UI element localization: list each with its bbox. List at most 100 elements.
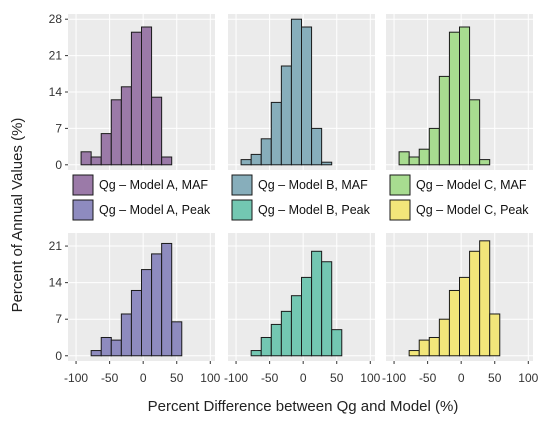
- legend-item: Qg – Model A, Peak: [72, 199, 211, 221]
- x-tick-label: 100: [360, 371, 380, 385]
- histogram-bar: [479, 240, 491, 357]
- panel-2-2: -100 -50 0 50 100: [224, 233, 381, 385]
- histogram-bar: [459, 276, 471, 357]
- x-tick-label: -100: [382, 371, 406, 385]
- histogram-bar: [301, 276, 313, 357]
- histogram-bar: [141, 269, 153, 357]
- panel-1-2: [228, 14, 375, 170]
- legend-key-swatch: [231, 174, 253, 196]
- y-tick-label: 7: [55, 121, 62, 135]
- y-tick-label: 28: [49, 12, 63, 26]
- histogram-bar: [90, 156, 102, 166]
- histogram-bar: [398, 151, 410, 166]
- histogram-bar: [250, 153, 262, 166]
- histogram-bar: [428, 336, 440, 357]
- histogram-bar: [408, 350, 420, 357]
- histogram-bar: [311, 127, 323, 166]
- histogram-bar: [489, 313, 501, 357]
- legend: Qg – Model A, MAF Qg – Model A, Peak Qg – …: [72, 174, 529, 221]
- histogram-bar: [171, 321, 183, 357]
- histogram-bar: [438, 75, 450, 166]
- histogram-bar: [250, 350, 262, 357]
- histogram-bar: [260, 138, 272, 166]
- histogram-bar: [240, 159, 252, 166]
- histogram-bar: [321, 261, 333, 357]
- histogram-bar: [469, 99, 481, 166]
- legend-key-swatch: [231, 199, 253, 221]
- histogram-bar: [418, 339, 430, 357]
- y-tick-label: 0: [55, 349, 62, 363]
- x-tick-label: -100: [64, 371, 88, 385]
- x-tick-label: 50: [170, 371, 184, 385]
- histogram-bar: [120, 313, 132, 357]
- legend-item: Qg – Model A, MAF: [72, 174, 208, 196]
- legend-key-swatch: [72, 174, 94, 196]
- histogram-bar: [270, 323, 282, 357]
- legend-key-swatch: [389, 199, 411, 221]
- legend-label: Qg – Model A, MAF: [99, 178, 208, 192]
- histogram-bar: [311, 250, 323, 357]
- legend-key-swatch: [389, 174, 411, 196]
- y-tick-label: 14: [49, 85, 63, 99]
- legend-item: Qg – Model B, Peak: [231, 199, 371, 221]
- legend-label: Qg – Model A, Peak: [99, 203, 211, 217]
- legend-label: Qg – Model C, Peak: [416, 203, 529, 217]
- histogram-bar: [90, 350, 102, 357]
- histogram-bar: [130, 289, 142, 357]
- histogram-bar: [280, 65, 292, 166]
- histogram-bar: [80, 151, 92, 166]
- x-tick-label: 50: [488, 371, 502, 385]
- y-tick-label: 14: [49, 276, 63, 290]
- histogram-bar: [120, 86, 132, 166]
- histogram-bar: [110, 339, 122, 357]
- histogram-bar: [418, 148, 430, 166]
- histogram-bar: [438, 318, 450, 357]
- panel-2-3: -100 -50 0 50 100: [382, 233, 539, 385]
- y-axis-title: Percent of Annual Values (%): [9, 118, 26, 313]
- histogram-bar: [428, 127, 440, 166]
- histogram-bar: [280, 310, 292, 357]
- histogram-bar: [151, 253, 163, 357]
- histogram-bar: [301, 26, 313, 166]
- x-tick-label: 0: [300, 371, 307, 385]
- x-tick-label: 0: [140, 371, 147, 385]
- legend-key-swatch: [72, 199, 94, 221]
- x-tick-label: 100: [518, 371, 538, 385]
- x-tick-label: -100: [224, 371, 248, 385]
- histogram-bar: [151, 96, 163, 166]
- y-tick-label: 21: [49, 49, 63, 63]
- histogram-bar: [161, 242, 173, 357]
- histogram-bar: [290, 295, 303, 357]
- histogram-bar: [260, 336, 272, 357]
- histogram-bar: [321, 161, 333, 166]
- x-tick-label: -50: [101, 371, 119, 385]
- histogram-bar: [100, 336, 112, 357]
- y-tick-label: 21: [49, 239, 63, 253]
- y-tick-label: 7: [55, 312, 62, 326]
- x-tick-label: 50: [330, 371, 344, 385]
- histogram-bar: [290, 18, 303, 166]
- histogram-bar: [270, 101, 282, 166]
- legend-item: Qg – Model B, MAF: [231, 174, 368, 196]
- histogram-bar: [331, 329, 343, 357]
- legend-item: Qg – Model C, Peak: [389, 199, 529, 221]
- panel-1-3: [386, 14, 533, 170]
- histogram-bar: [130, 31, 142, 166]
- panel-1-1: 0 7 14 21 28: [49, 12, 215, 172]
- histogram-bar: [110, 99, 122, 166]
- panel-2-1: 0 7 14 21 -100 -50 0 50 100: [49, 233, 221, 385]
- legend-label: Qg – Model B, Peak: [258, 203, 371, 217]
- legend-label: Qg – Model B, MAF: [258, 178, 368, 192]
- x-tick-label: -50: [419, 371, 437, 385]
- legend-item: Qg – Model C, MAF: [389, 174, 527, 196]
- x-tick-label: -50: [261, 371, 279, 385]
- x-tick-label: 100: [200, 371, 220, 385]
- histogram-bar: [459, 26, 471, 166]
- histogram-bar: [408, 156, 420, 166]
- histogram-bar: [161, 156, 173, 166]
- x-tick-label: 0: [458, 371, 465, 385]
- histogram-bar: [479, 159, 491, 166]
- legend-label: Qg – Model C, MAF: [416, 178, 527, 192]
- x-axis-title: Percent Difference between Qg and Model …: [148, 398, 459, 415]
